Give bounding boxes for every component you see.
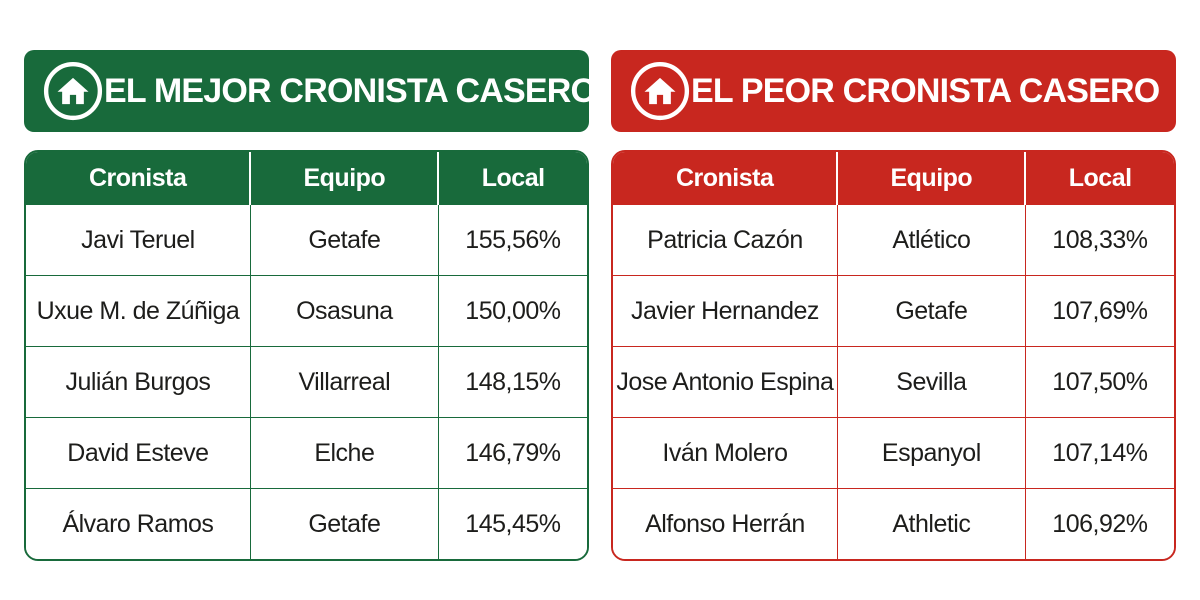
cell-local: 146,79%: [438, 417, 587, 489]
cell-local: 107,14%: [1025, 417, 1174, 489]
header-cell-cronista: Cronista: [26, 152, 252, 205]
banner-title-best: EL MEJOR CRONISTA CASERO: [104, 71, 597, 110]
cell-cronista: David Esteve: [26, 417, 251, 489]
cell-equipo: Getafe: [837, 275, 1026, 347]
cell-local: 150,00%: [438, 275, 587, 347]
home-icon: [630, 61, 690, 121]
cell-equipo: Espanyol: [837, 417, 1026, 489]
cell-cronista: Patricia Cazón: [613, 204, 838, 276]
cell-equipo: Sevilla: [837, 346, 1026, 418]
cell-local: 107,69%: [1025, 275, 1174, 347]
table-row: Javi Teruel Getafe 155,56%: [26, 204, 587, 276]
cell-local: 106,92%: [1025, 488, 1174, 559]
cell-equipo: Villarreal: [250, 346, 439, 418]
banner-worst: EL PEOR CRONISTA CASERO: [611, 50, 1176, 132]
table-row: Jose Antonio Espina Sevilla 107,50%: [613, 346, 1174, 418]
cell-cronista: Iván Molero: [613, 417, 838, 489]
table-worst: Cronista Equipo Local Patricia Cazón Atl…: [611, 150, 1176, 561]
cell-equipo: Osasuna: [250, 275, 439, 347]
cell-cronista: Alfonso Herrán: [613, 488, 838, 559]
home-icon: [43, 61, 103, 121]
cell-equipo: Getafe: [250, 488, 439, 559]
table-row: Javier Hernandez Getafe 107,69%: [613, 275, 1174, 347]
cell-equipo: Atlético: [837, 204, 1026, 276]
cell-cronista: Jose Antonio Espina: [613, 346, 838, 418]
cell-equipo: Athletic: [837, 488, 1026, 559]
table-row: Iván Molero Espanyol 107,14%: [613, 417, 1174, 489]
header-cell-local: Local: [438, 152, 587, 205]
banner-best: EL MEJOR CRONISTA CASERO: [24, 50, 597, 132]
table-row: Uxue M. de Zúñiga Osasuna 150,00%: [26, 275, 587, 347]
cell-local: 155,56%: [438, 204, 587, 276]
cell-equipo: Getafe: [250, 204, 439, 276]
cell-equipo: Elche: [250, 417, 439, 489]
cell-local: 108,33%: [1025, 204, 1174, 276]
cell-cronista: Julián Burgos: [26, 346, 251, 418]
cell-local: 148,15%: [438, 346, 587, 418]
table-row: David Esteve Elche 146,79%: [26, 417, 587, 489]
cell-local: 145,45%: [438, 488, 587, 559]
header-cell-local: Local: [1025, 152, 1174, 205]
infographic-root: EL MEJOR CRONISTA CASERO Cronista Equipo…: [24, 50, 1176, 561]
cell-cronista: Javi Teruel: [26, 204, 251, 276]
table-header-row: Cronista Equipo Local: [613, 152, 1174, 205]
table-row: Álvaro Ramos Getafe 145,45%: [26, 488, 587, 559]
table-row: Alfonso Herrán Athletic 106,92%: [613, 488, 1174, 559]
panel-worst-cronista: EL PEOR CRONISTA CASERO Cronista Equipo …: [611, 50, 1176, 561]
header-cell-equipo: Equipo: [250, 152, 440, 205]
table-header-row: Cronista Equipo Local: [26, 152, 587, 205]
cell-local: 107,50%: [1025, 346, 1174, 418]
header-cell-equipo: Equipo: [837, 152, 1027, 205]
table-row: Julián Burgos Villarreal 148,15%: [26, 346, 587, 418]
banner-title-worst: EL PEOR CRONISTA CASERO: [691, 71, 1160, 110]
table-best: Cronista Equipo Local Javi Teruel Getafe…: [24, 150, 589, 561]
cell-cronista: Uxue M. de Zúñiga: [26, 275, 251, 347]
header-cell-cronista: Cronista: [613, 152, 839, 205]
table-row: Patricia Cazón Atlético 108,33%: [613, 204, 1174, 276]
panel-best-cronista: EL MEJOR CRONISTA CASERO Cronista Equipo…: [24, 50, 597, 561]
cell-cronista: Álvaro Ramos: [26, 488, 251, 559]
cell-cronista: Javier Hernandez: [613, 275, 838, 347]
